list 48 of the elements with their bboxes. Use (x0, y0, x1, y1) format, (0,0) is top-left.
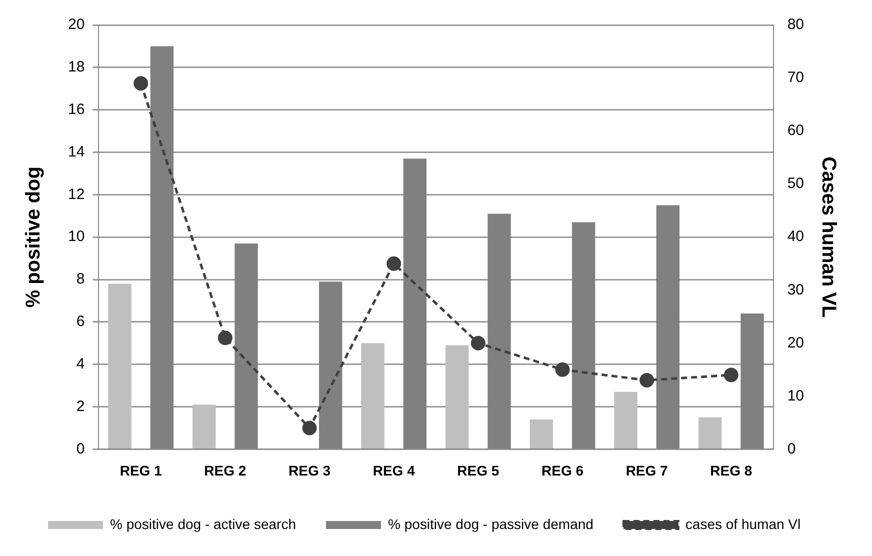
point (555, 362, 570, 377)
y-tick-label: 16 (68, 100, 85, 118)
x-tick-label: REG 4 (372, 462, 416, 478)
y2-tick-label: 40 (787, 228, 804, 246)
x-tick-label: REG 7 (626, 462, 668, 478)
y-tick-label: 10 (68, 228, 85, 246)
legend-label: cases of human Vl (685, 516, 801, 532)
bar (530, 420, 554, 448)
bar (614, 392, 638, 448)
y2-axis-title: Cases human VL (817, 156, 840, 318)
y2-tick-label: 70 (787, 69, 804, 86)
y2-tick-label: 80 (787, 16, 804, 34)
point (134, 76, 148, 91)
x-tick-label: REG 8 (710, 462, 752, 478)
point (218, 330, 232, 346)
bar (698, 417, 722, 448)
x-tick-label: REG 6 (541, 462, 584, 478)
x-tick-label: REG 2 (204, 462, 246, 478)
bar (192, 404, 216, 448)
y2-tick-label: 20 (787, 334, 804, 352)
legend-label: % positive dog - active search (110, 516, 296, 532)
y-tick-label: 18 (68, 58, 85, 76)
legend-label: % positive dog - passive demand (388, 516, 594, 532)
y2-tick-label: 0 (787, 440, 796, 458)
y2-tick-label: 10 (787, 387, 804, 404)
bar (108, 284, 132, 448)
y2-tick-label: 30 (787, 281, 804, 298)
y2-tick-label: 50 (787, 175, 804, 192)
bar (445, 345, 469, 448)
y-tick-label: 20 (68, 16, 85, 34)
y-tick-label: 6 (76, 313, 85, 330)
bar (361, 343, 384, 448)
point (470, 336, 486, 350)
point (302, 420, 317, 436)
y-tick-label: 8 (76, 270, 85, 288)
x-tick-label: REG 5 (457, 462, 500, 478)
point (724, 368, 738, 382)
point (386, 256, 402, 271)
point (640, 373, 654, 388)
y-tick-label: 14 (68, 143, 85, 160)
x-tick-label: REG 3 (288, 462, 331, 478)
y-tick-label: 4 (76, 356, 85, 372)
y-tick-label: 0 (76, 440, 85, 458)
y-tick-label: 2 (76, 398, 85, 415)
y-axis-title: % positive dog (22, 166, 45, 308)
y-tick-label: 12 (68, 186, 85, 203)
x-tick-label: REG 1 (120, 462, 162, 478)
y2-tick-label: 60 (787, 122, 804, 140)
